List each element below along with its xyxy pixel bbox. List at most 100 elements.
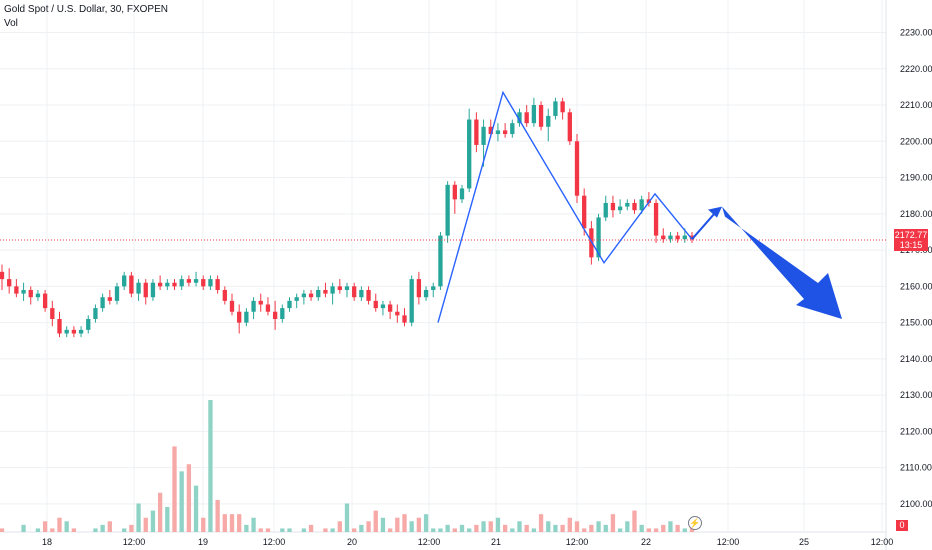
candle-body <box>107 297 112 301</box>
candle-body <box>344 286 350 290</box>
candle-body <box>287 300 292 309</box>
x-tick-label: 12:00 <box>123 537 146 547</box>
candle-body <box>57 318 62 334</box>
volume-bar <box>481 521 486 532</box>
candle-body <box>416 279 422 298</box>
candle-body <box>689 235 695 240</box>
candle-body <box>165 282 170 287</box>
candle-body <box>35 293 41 298</box>
candle-body <box>359 289 364 298</box>
volume-bar <box>129 524 134 532</box>
candle-body <box>316 289 321 298</box>
volume-bar <box>474 524 479 532</box>
candle-body <box>582 195 587 229</box>
volume-bar <box>201 517 206 532</box>
symbol-title[interactable]: Gold Spot / U.S. Dollar, 30, FXOPEN <box>4 4 168 15</box>
x-tick-label: 18 <box>42 537 52 547</box>
volume-bar <box>589 524 594 532</box>
candle-body <box>21 289 26 294</box>
volume-bar <box>617 528 623 532</box>
candle-body <box>531 105 537 124</box>
volume-bar <box>165 507 170 532</box>
candle-body <box>574 141 580 196</box>
x-tick-label: 25 <box>799 537 809 547</box>
candle-body <box>452 184 457 200</box>
candle-body <box>445 184 450 236</box>
candle-body <box>625 202 630 207</box>
volume-bar <box>186 464 192 532</box>
candle-body <box>229 300 235 312</box>
x-tick-label: 19 <box>198 537 208 547</box>
volume-bar <box>323 528 328 532</box>
volume-bar <box>208 400 213 532</box>
volume-bar <box>122 528 127 532</box>
candle-body <box>265 304 271 312</box>
last-price-value: 2172.77 <box>894 230 928 240</box>
candle-body <box>668 235 673 240</box>
volume-bar <box>237 514 242 532</box>
volume-bar <box>222 514 227 532</box>
candle-body <box>215 279 220 290</box>
candle-body <box>157 282 163 287</box>
lightning-icon[interactable]: ⚡ <box>688 516 702 530</box>
volume-bar <box>215 499 220 532</box>
volume-bar <box>150 510 156 532</box>
candle-body <box>567 112 572 142</box>
volume-label: Vol <box>4 18 18 29</box>
candle-body <box>431 286 436 290</box>
volume-bar <box>524 524 529 532</box>
candle-body <box>129 275 134 294</box>
candle-body <box>100 297 105 309</box>
candle-body <box>553 101 558 116</box>
y-tick-label: 2210.00 <box>900 100 932 110</box>
volume-bar <box>244 524 249 532</box>
candle-body <box>172 282 177 287</box>
candle-body <box>675 235 680 240</box>
candle-body <box>201 279 206 287</box>
volume-bar <box>352 528 357 532</box>
y-tick-label: 2190.00 <box>900 173 932 183</box>
x-tick-label: 12:00 <box>717 537 740 547</box>
volume-bar <box>538 514 544 532</box>
volume-bar <box>639 524 644 532</box>
candle-body <box>186 279 192 283</box>
candle-body <box>0 271 5 280</box>
candle-body <box>510 123 515 135</box>
volume-bar <box>409 521 414 532</box>
candle-body <box>222 289 227 301</box>
candle-body <box>93 308 98 319</box>
forecast-arrow-down <box>722 206 842 319</box>
candle-body <box>143 282 148 298</box>
y-tick-label: 2200.00 <box>900 136 932 146</box>
candle-body <box>86 318 91 330</box>
volume-bar <box>301 528 307 532</box>
volume-bar <box>632 510 637 532</box>
x-tick-label: 22 <box>641 537 651 547</box>
volume-bar <box>531 528 537 532</box>
candle-body <box>617 206 623 211</box>
volume-bar <box>57 517 62 532</box>
volume-bar <box>416 517 422 532</box>
x-tick-label: 12:00 <box>263 537 286 547</box>
volume-bar <box>35 528 41 532</box>
candle-body <box>653 202 659 236</box>
candle-body <box>610 202 616 211</box>
candle-body <box>459 188 465 200</box>
candle-body <box>136 282 141 294</box>
volume-bar <box>107 521 112 532</box>
volume-bar <box>675 524 680 532</box>
volume-bar <box>100 524 105 532</box>
candle-body <box>603 202 608 218</box>
volume-bar <box>517 521 522 532</box>
candle-body <box>632 202 637 211</box>
candle-body <box>596 217 601 258</box>
volume-bar <box>366 521 371 532</box>
volume-bar <box>560 524 565 532</box>
candle-body <box>366 289 371 301</box>
y-tick-label: 2150.00 <box>900 318 932 328</box>
x-tick-label: 12:00 <box>566 537 589 547</box>
volume-bar <box>661 524 666 532</box>
candle-body <box>639 199 644 211</box>
